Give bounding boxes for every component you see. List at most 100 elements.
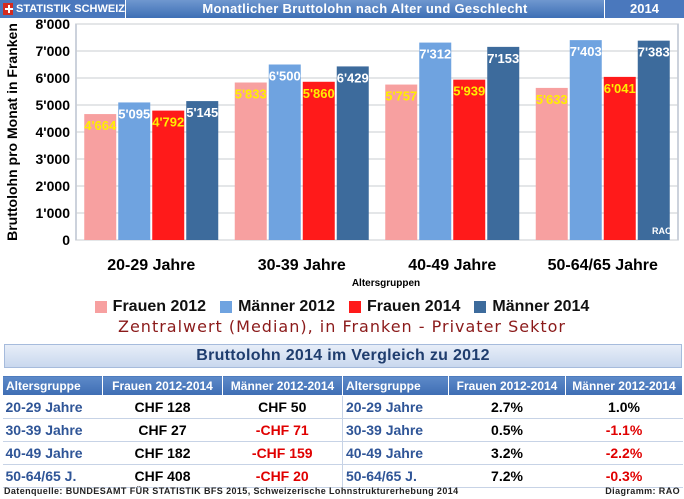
- legend-label: Frauen 2012: [112, 298, 207, 315]
- y-tick-label: 3'000: [36, 151, 71, 167]
- y-tick-label: 7'000: [36, 43, 71, 59]
- row-group-label: 40-49 Jahre: [2, 441, 103, 465]
- bar-value-label: 5'860: [303, 86, 335, 101]
- bar: [487, 46, 520, 240]
- chart-title: Monatlicher Bruttolohn nach Alter und Ge…: [202, 1, 528, 16]
- bar-value-label: 6'041: [604, 81, 636, 96]
- bar-value-label: 7'153: [487, 51, 519, 66]
- bar-value-label: 5'145: [186, 105, 218, 120]
- col-header-frauen-abs: Frauen 2012-2014: [102, 375, 223, 396]
- y-tick-label: 4'000: [36, 124, 71, 140]
- table-row: 20-29 Jahre CHF 128 CHF 50 20-29 Jahre 2.7% 1…: [2, 395, 683, 419]
- cell-frauen-abs: CHF 27: [102, 418, 223, 442]
- chart-legend: Frauen 2012 Männer 2012 Frauen 2014 Männ…: [0, 295, 684, 319]
- bar-value-label: 5'757: [385, 89, 417, 104]
- bar-value-label: 7'383: [638, 45, 670, 60]
- cell-frauen-pct: 7.2%: [448, 464, 566, 488]
- bar-value-label: 4'664: [84, 118, 117, 133]
- row-group-label: 20-29 Jahre: [342, 395, 449, 419]
- bar: [603, 76, 636, 240]
- y-axis-label: Bruttolohn pro Monat in Franken: [4, 23, 20, 241]
- row-group-label: 30-39 Jahre: [342, 418, 449, 442]
- brand-name: STATISTIK SCHWEIZ: [16, 3, 125, 15]
- bar: [385, 84, 418, 240]
- bar: [336, 66, 369, 241]
- legend-item-maenner-2012: Männer 2012: [220, 298, 335, 316]
- bar: [453, 79, 486, 240]
- bar: [84, 114, 117, 240]
- row-group-label: 40-49 Jahre: [342, 441, 449, 465]
- bar-value-label: 5'939: [453, 84, 485, 99]
- chart-credit: Diagramm: RAO: [605, 486, 680, 496]
- table-row: 30-39 Jahre CHF 27 -CHF 71 30-39 Jahre 0.5% -…: [2, 418, 683, 442]
- row-group-label: 30-39 Jahre: [2, 418, 103, 442]
- header-bar: STATISTIK SCHWEIZ Monatlicher Bruttolohn…: [0, 0, 684, 18]
- cell-frauen-abs: CHF 128: [102, 395, 223, 419]
- legend-item-frauen-2012: Frauen 2012: [94, 298, 207, 316]
- legend-item-maenner-2014: Männer 2014: [474, 298, 589, 316]
- legend-swatch: [94, 301, 107, 313]
- bar: [234, 82, 267, 240]
- chart-subtitle: Zentralwert (Median), in Franken - Priva…: [118, 317, 566, 336]
- cell-maenner-pct: -0.3%: [565, 464, 683, 488]
- cell-frauen-pct: 0.5%: [448, 418, 566, 442]
- x-tick-label: 30-39 Jahre: [258, 257, 346, 274]
- cell-frauen-abs: CHF 182: [102, 441, 223, 465]
- cell-maenner-pct: -2.2%: [565, 441, 683, 465]
- bar-value-label: 4'792: [152, 115, 184, 130]
- y-tick-label: 1'000: [36, 205, 71, 221]
- cell-maenner-pct: 1.0%: [565, 395, 683, 419]
- col-header-altersgruppe: Altersgruppe: [2, 375, 103, 396]
- cell-frauen-pct: 2.7%: [448, 395, 566, 419]
- legend-label: Männer 2012: [238, 298, 335, 315]
- watermark: RAO: [652, 226, 672, 236]
- col-header-maenner-pct: Männer 2012-2014: [565, 375, 683, 396]
- bar-chart: 0 1'000 2'000 3'000 4'000 5'000 6'000 7'000 8'00…: [4, 18, 679, 289]
- bar: [535, 87, 568, 240]
- y-tick-label: 8'000: [36, 18, 71, 32]
- table-row: 40-49 Jahre CHF 182 -CHF 159 40-49 Jahre 3.2…: [2, 441, 683, 465]
- bar-value-label: 6'429: [337, 70, 369, 85]
- brand-block: STATISTIK SCHWEIZ: [0, 0, 126, 18]
- data-source: Datenquelle: BUNDESAMT FÜR STATISTIK BFS…: [4, 486, 459, 496]
- bar-value-label: 5'833: [235, 87, 267, 102]
- swiss-flag-icon: [3, 3, 14, 15]
- bar-value-label: 6'500: [269, 69, 301, 84]
- row-group-label: 20-29 Jahre: [2, 395, 103, 419]
- cell-maenner-abs: -CHF 159: [222, 441, 343, 465]
- x-axis-label: Altersgruppen: [352, 278, 420, 289]
- x-tick-label: 50-64/65 Jahre: [548, 257, 658, 274]
- legend-label: Männer 2014: [492, 298, 590, 315]
- bar: [186, 101, 219, 241]
- cell-maenner-abs: -CHF 20: [222, 464, 343, 488]
- table-header-row: Altersgruppe Frauen 2012-2014 Männer 201…: [2, 375, 683, 396]
- bar-value-label: 7'403: [570, 44, 602, 59]
- row-group-label: 50-64/65 J.: [2, 464, 103, 488]
- bar: [118, 102, 151, 240]
- row-group-label: 50-64/65 J.: [342, 464, 449, 488]
- bar: [637, 40, 670, 241]
- comparison-table: Altersgruppe Frauen 2012-2014 Männer 201…: [2, 375, 683, 488]
- col-header-altersgruppe-2: Altersgruppe: [342, 375, 449, 396]
- table-row: 50-64/65 J. CHF 408 -CHF 20 50-64/65 J. 7.2%…: [2, 464, 683, 488]
- legend-label: Frauen 2014: [367, 298, 461, 315]
- header-year: 2014: [604, 0, 684, 18]
- bar: [268, 64, 301, 240]
- bar: [152, 110, 185, 240]
- x-tick-label: 40-49 Jahre: [408, 257, 496, 274]
- bar: [419, 42, 452, 240]
- y-tick-label: 5'000: [36, 97, 71, 113]
- bar-value-label: 7'312: [419, 47, 451, 62]
- legend-swatch: [349, 301, 361, 313]
- col-header-frauen-pct: Frauen 2012-2014: [448, 375, 566, 396]
- cell-maenner-abs: CHF 50: [222, 395, 343, 419]
- col-header-maenner-abs: Männer 2012-2014: [222, 375, 343, 396]
- y-tick-label: 0: [62, 232, 70, 248]
- table-title: Bruttolohn 2014 im Vergleich zu 2012: [4, 344, 682, 368]
- cell-maenner-abs: -CHF 71: [222, 418, 343, 442]
- footer: Datenquelle: BUNDESAMT FÜR STATISTIK BFS…: [0, 484, 684, 499]
- legend-swatch: [474, 301, 487, 313]
- legend-item-frauen-2014: Frauen 2014: [349, 298, 460, 316]
- y-tick-label: 2'000: [36, 178, 71, 194]
- legend-swatch: [220, 301, 233, 313]
